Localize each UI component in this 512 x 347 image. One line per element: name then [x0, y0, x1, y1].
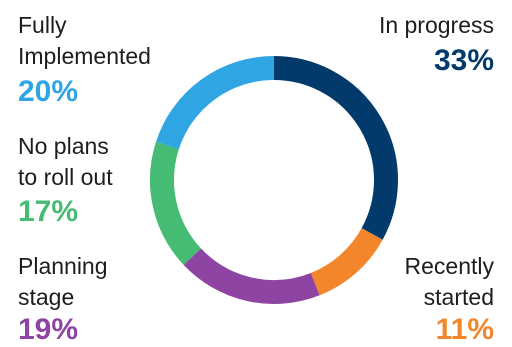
label-fully-implemented: Fully Implemented — [18, 12, 151, 69]
label-in-progress: In progress — [378, 12, 494, 38]
label-planning-stage: Planning stage — [18, 253, 108, 310]
donut-segment-fully-implemented — [156, 56, 275, 150]
donut-segment-no-plans-to-roll-out — [150, 141, 202, 265]
label-no-plans: No plans to roll out — [18, 133, 113, 190]
value-no-plans: 17% — [18, 195, 79, 228]
label-recently-started: Recently started — [404, 253, 494, 310]
value-in-progress: 33% — [433, 44, 494, 77]
value-recently-started: 11% — [435, 313, 494, 346]
donut-segment-planning-stage — [183, 248, 320, 304]
donut-segment-recently-started — [310, 227, 383, 296]
donut-segment-in-progress — [273, 56, 398, 240]
value-planning-stage: 19% — [18, 313, 79, 346]
value-fully-implemented: 20% — [18, 75, 79, 108]
